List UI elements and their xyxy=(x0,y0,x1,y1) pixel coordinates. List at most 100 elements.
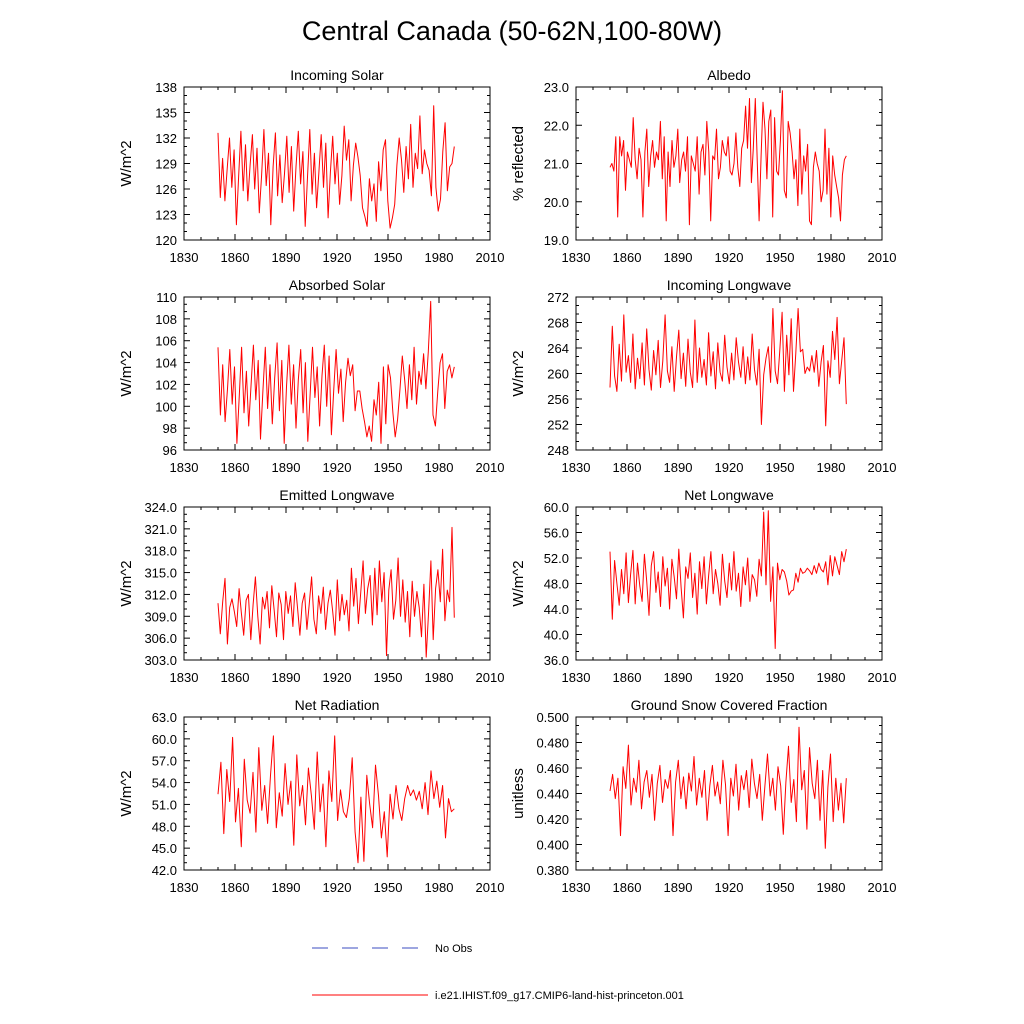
y-axis-label: W/m^2 xyxy=(118,560,135,606)
series-line xyxy=(217,735,455,864)
panel-title: Incoming Longwave xyxy=(667,277,792,293)
x-tick-label: 1860 xyxy=(613,460,642,475)
x-tick-label: 1980 xyxy=(425,250,454,265)
chart-panel: Ground Snow Covered Fraction unitless 1830… xyxy=(510,697,896,895)
figure-title: Central Canada (50-62N,100-80W) xyxy=(302,16,722,46)
panel-title: Emitted Longwave xyxy=(279,487,394,503)
y-tick-label: 318.0 xyxy=(144,544,177,559)
x-tick-label: 1860 xyxy=(221,880,250,895)
x-tick-label: 2010 xyxy=(476,670,505,685)
x-tick-label: 1980 xyxy=(817,670,846,685)
x-tick-label: 1830 xyxy=(562,670,591,685)
series-line xyxy=(217,526,455,658)
y-tick-label: 312.0 xyxy=(144,587,177,602)
x-tick-label: 1890 xyxy=(664,460,693,475)
x-tick-label: 1950 xyxy=(374,670,403,685)
chart-panel: Net Radiation W/m^2 1830 1860 1890 1920 1950 19… xyxy=(118,697,504,895)
x-tick-label: 1860 xyxy=(221,460,250,475)
y-tick-label: 260 xyxy=(547,367,569,382)
x-tick-label: 1950 xyxy=(766,460,795,475)
x-tick-label: 1920 xyxy=(323,460,352,475)
x-tick-label: 1950 xyxy=(766,670,795,685)
plot-frame xyxy=(575,506,883,661)
y-tick-label: 22.0 xyxy=(544,118,569,133)
y-tick-label: 135 xyxy=(155,106,177,121)
legend-item-model-run: i.e21.IHIST.f09_g17.CMIP6-land-hist-prin… xyxy=(312,990,684,1002)
x-tick-label: 1980 xyxy=(425,460,454,475)
y-tick-label: 129 xyxy=(155,157,177,172)
y-tick-label: 42.0 xyxy=(152,863,177,878)
series-line xyxy=(217,105,455,229)
y-tick-label: 48.0 xyxy=(152,819,177,834)
y-tick-label: 252 xyxy=(547,418,569,433)
y-tick-label: 36.0 xyxy=(544,653,569,668)
y-axis-label: W/m^2 xyxy=(118,140,135,186)
y-tick-label: 132 xyxy=(155,131,177,146)
x-tick-label: 2010 xyxy=(868,880,897,895)
panel-title: Ground Snow Covered Fraction xyxy=(631,697,828,713)
y-tick-label: 123 xyxy=(155,208,177,223)
x-tick-label: 1890 xyxy=(664,250,693,265)
panel-title: Net Longwave xyxy=(684,487,774,503)
x-tick-label: 1980 xyxy=(817,250,846,265)
y-tick-label: 324.0 xyxy=(144,500,177,515)
x-tick-label: 1980 xyxy=(817,460,846,475)
x-tick-label: 1920 xyxy=(715,460,744,475)
panel-title: Incoming Solar xyxy=(290,67,384,83)
y-tick-label: 0.420 xyxy=(536,812,569,827)
x-tick-label: 1860 xyxy=(221,250,250,265)
y-axis-label: W/m^2 xyxy=(118,770,135,816)
y-axis-label: W/m^2 xyxy=(118,350,135,396)
series-line xyxy=(609,726,847,849)
x-tick-label: 1950 xyxy=(766,880,795,895)
y-tick-label: 306.0 xyxy=(144,631,177,646)
y-axis-label: % reflected xyxy=(510,126,527,201)
legend: No Obs i.e21.IHIST.f09_g17.CMIP6-land-hi… xyxy=(312,943,684,1002)
chart-panel: Absorbed Solar W/m^2 1830 1860 1890 1920 1950 1… xyxy=(118,277,504,475)
y-axis-label: W/m^2 xyxy=(510,560,527,606)
x-tick-label: 1830 xyxy=(170,670,199,685)
x-tick-label: 1860 xyxy=(613,670,642,685)
y-tick-label: 272 xyxy=(547,290,569,305)
plot-frame xyxy=(575,296,883,451)
y-tick-label: 138 xyxy=(155,80,177,95)
panel-title: Net Radiation xyxy=(295,697,380,713)
series-line xyxy=(609,510,847,649)
y-tick-label: 110 xyxy=(156,290,177,305)
y-tick-label: 309.0 xyxy=(144,609,177,624)
y-tick-label: 268 xyxy=(547,316,569,331)
x-tick-label: 1920 xyxy=(715,250,744,265)
panel-title: Albedo xyxy=(707,67,751,83)
panels-container: Incoming Solar W/m^2 1830 1860 1890 1920 1950 1… xyxy=(118,67,896,895)
y-tick-label: 264 xyxy=(547,341,569,356)
chart-panel: Incoming Solar W/m^2 1830 1860 1890 1920 1950 1… xyxy=(118,67,504,265)
panel-title: Absorbed Solar xyxy=(289,277,386,293)
x-tick-label: 1830 xyxy=(170,250,199,265)
plot-frame xyxy=(183,296,491,451)
y-tick-label: 0.400 xyxy=(536,838,569,853)
x-tick-label: 1950 xyxy=(766,250,795,265)
y-tick-label: 96 xyxy=(163,443,177,458)
x-tick-label: 2010 xyxy=(868,250,897,265)
x-tick-label: 2010 xyxy=(476,880,505,895)
plot-frame xyxy=(575,716,883,871)
y-tick-label: 98 xyxy=(163,421,177,436)
x-tick-label: 1830 xyxy=(562,880,591,895)
x-tick-label: 1950 xyxy=(374,880,403,895)
legend-label-model-run: i.e21.IHIST.f09_g17.CMIP6-land-hist-prin… xyxy=(435,990,684,1002)
y-tick-label: 0.500 xyxy=(536,710,569,725)
y-tick-label: 51.0 xyxy=(152,797,177,812)
x-tick-label: 2010 xyxy=(476,250,505,265)
x-tick-label: 1860 xyxy=(221,670,250,685)
y-tick-label: 48.0 xyxy=(544,577,569,592)
legend-label-no-obs: No Obs xyxy=(435,943,473,955)
y-tick-label: 0.460 xyxy=(536,761,569,776)
x-tick-label: 1950 xyxy=(374,250,403,265)
plot-frame xyxy=(575,86,883,241)
x-tick-label: 1890 xyxy=(664,670,693,685)
x-tick-label: 1920 xyxy=(323,250,352,265)
series-line xyxy=(609,308,847,427)
plot-frame xyxy=(183,506,491,661)
